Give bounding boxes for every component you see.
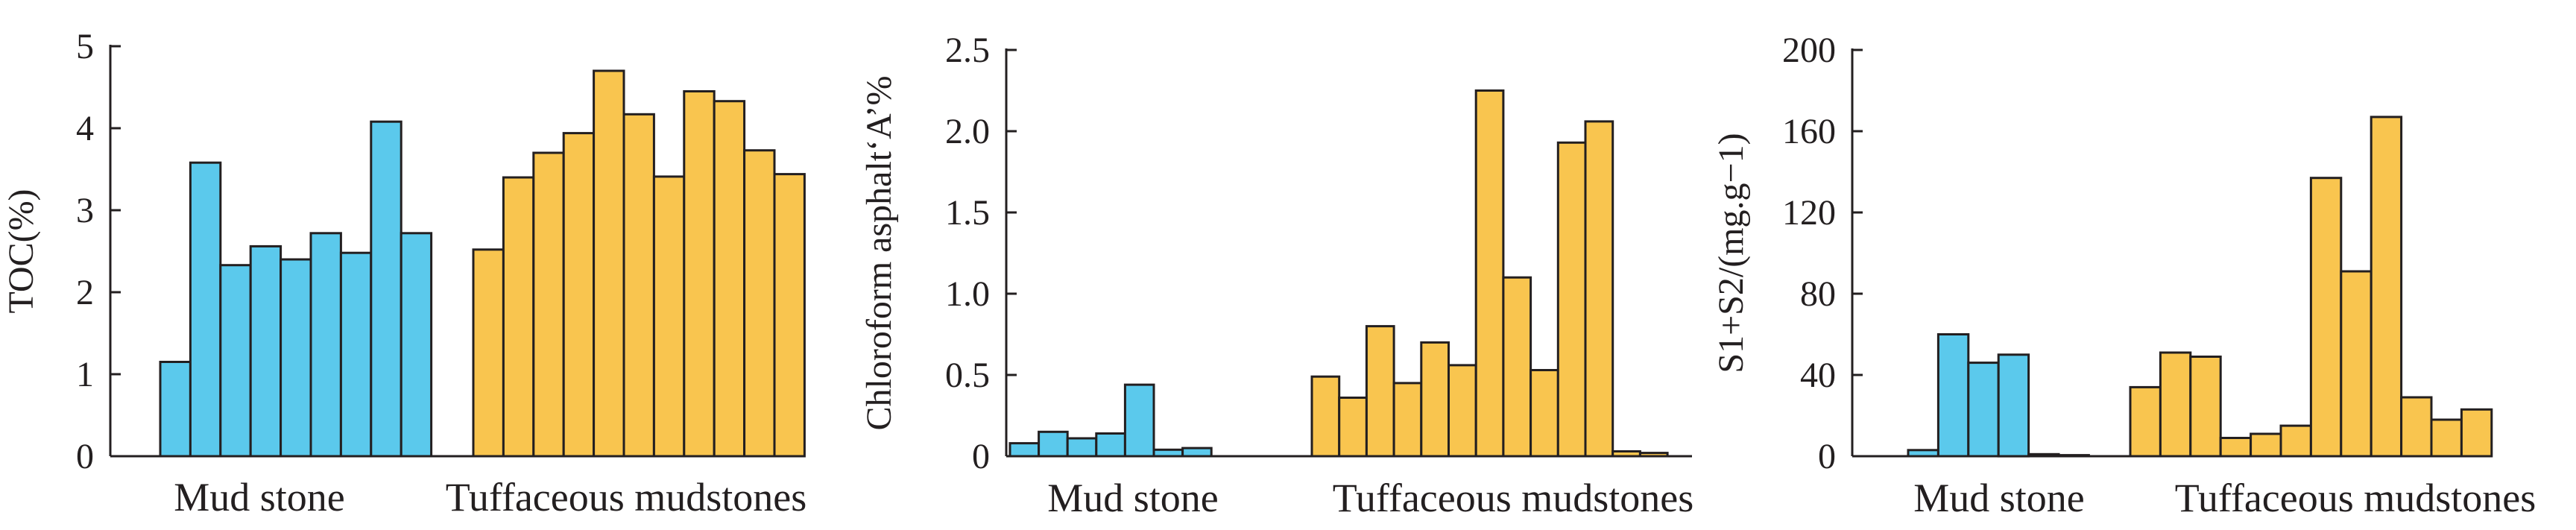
y-tick-label: 2.0 bbox=[945, 112, 990, 151]
bar-tuffaceous-1 bbox=[472, 248, 505, 458]
y-axis-title: Chloroform asphalt‘A’% bbox=[859, 76, 899, 431]
y-axis-title: TOC(%) bbox=[1, 189, 41, 313]
y-tick-label: 0.5 bbox=[945, 356, 990, 395]
x-category-label: Mud stone bbox=[1047, 476, 1219, 520]
bars bbox=[1907, 116, 2493, 458]
y-tick-label: 1.0 bbox=[945, 274, 990, 314]
y-axis-title: S1+S2/(mg.g−1) bbox=[1711, 133, 1751, 373]
bar-tuffaceous-3 bbox=[2189, 356, 2222, 458]
bar-mud-stone-8 bbox=[370, 120, 402, 458]
bars bbox=[1008, 89, 1669, 458]
bar-tuffaceous-5 bbox=[593, 69, 625, 458]
x-category-label: Tuffaceous mudstones bbox=[1333, 476, 1694, 520]
bar-tuffaceous-10 bbox=[743, 149, 776, 458]
x-category-label: Mud stone bbox=[174, 475, 345, 520]
bar-mud-stone-2 bbox=[1936, 333, 1970, 458]
y-tick-label: 4 bbox=[76, 109, 94, 148]
bar-tuffaceous-4 bbox=[1392, 382, 1423, 458]
y-tick-label: 1 bbox=[76, 355, 94, 394]
bar-mud-stone-6 bbox=[309, 232, 342, 458]
y-tick-label: 2.5 bbox=[945, 31, 990, 70]
bar-tuffaceous-10 bbox=[2400, 396, 2433, 458]
bars bbox=[159, 69, 806, 458]
bar-mud-stone-4 bbox=[1997, 353, 2030, 458]
bar-tuffaceous-8 bbox=[683, 90, 716, 458]
y-tick-label: 200 bbox=[1782, 31, 1836, 70]
bar-tuffaceous-7 bbox=[652, 175, 686, 458]
bar-mud-stone-3 bbox=[1967, 362, 2000, 458]
y-tick-label: 0 bbox=[76, 437, 94, 476]
bar-tuffaceous-3 bbox=[532, 151, 565, 458]
y-tick-label: 3 bbox=[76, 191, 94, 230]
bar-tuffaceous-9 bbox=[2370, 116, 2403, 458]
bar-tuffaceous-5 bbox=[2250, 432, 2282, 458]
y-tick-label: 120 bbox=[1782, 193, 1836, 233]
bar-tuffaceous-5 bbox=[1420, 341, 1450, 458]
bar-tuffaceous-6 bbox=[2279, 424, 2312, 458]
x-category-label: Tuffaceous mudstones bbox=[446, 475, 807, 520]
bar-tuffaceous-12 bbox=[2460, 408, 2493, 458]
bar-tuffaceous-4 bbox=[2219, 437, 2253, 458]
bar-tuffaceous-6 bbox=[1448, 364, 1477, 458]
y-tick-label: 1.5 bbox=[945, 193, 990, 233]
x-category-label: Mud stone bbox=[1913, 476, 2085, 520]
bar-tuffaceous-10 bbox=[1556, 141, 1587, 458]
bar-tuffaceous-11 bbox=[2430, 418, 2463, 458]
bar-tuffaceous-11 bbox=[1584, 120, 1614, 458]
y-tick-label: 2 bbox=[76, 273, 94, 312]
y-tick-label: 160 bbox=[1782, 112, 1836, 151]
y-tick-label: 0 bbox=[1818, 437, 1836, 476]
bar-tuffaceous-2 bbox=[2159, 351, 2192, 458]
bar-tuffaceous-1 bbox=[2129, 385, 2162, 458]
bar-tuffaceous-11 bbox=[773, 173, 806, 458]
y-tick-label: 80 bbox=[1800, 274, 1836, 314]
bar-tuffaceous-8 bbox=[2340, 270, 2373, 458]
y-tick-label: 0 bbox=[972, 437, 990, 476]
y-tick-label: 5 bbox=[76, 27, 94, 66]
bar-tuffaceous-7 bbox=[2309, 177, 2343, 458]
x-category-label: Tuffaceous mudstones bbox=[2175, 476, 2536, 520]
y-tick-label: 40 bbox=[1800, 356, 1836, 395]
